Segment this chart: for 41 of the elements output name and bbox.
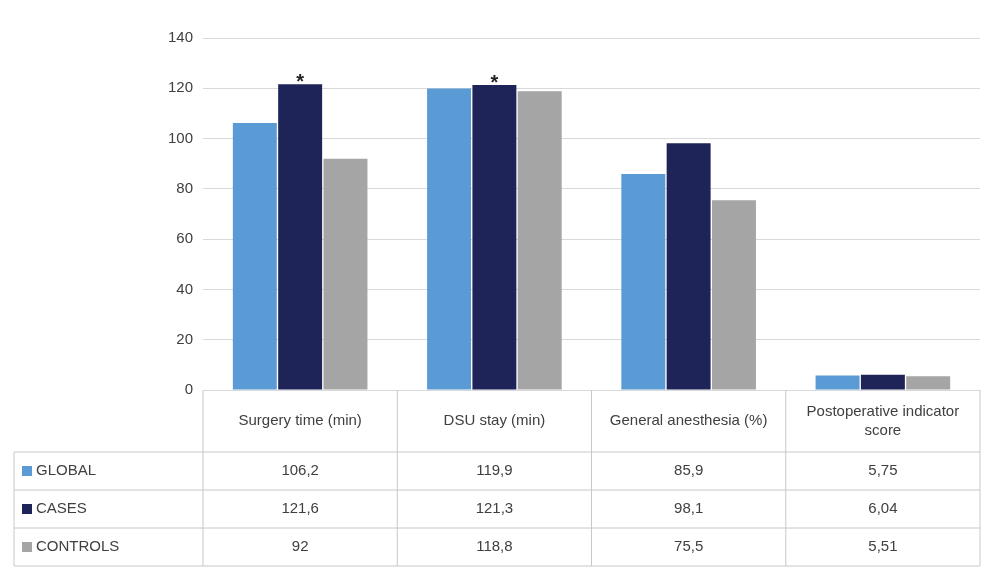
data-label: 119,9 [476,461,513,479]
y-tick-label: 0 [184,380,194,398]
data-label: 92 [291,537,309,555]
bar [621,174,666,390]
bar [815,375,860,390]
y-tick-label: 140 [168,28,194,46]
bar [711,200,756,390]
y-tick-label: 20 [176,329,194,347]
legend-label: GLOBAL [36,461,97,479]
x-tick-label: Postoperative indicator score [806,401,960,438]
data-label: 6,04 [868,499,898,517]
bar [860,374,905,390]
data-label: 106,2 [281,461,319,479]
x-tick-label: Surgery time (min) [238,411,362,429]
x-tick-label: General anesthesia (%) [609,411,768,429]
bar [517,91,562,390]
data-label: 121,6 [281,499,319,517]
bar [278,84,323,390]
x-tick-label: DSU stay (min) [443,411,546,429]
bar [906,376,951,390]
data-label: 118,8 [476,537,513,555]
legend-label: CASES [36,499,87,517]
annotation: * [296,70,305,93]
bar [666,143,711,390]
bar [232,122,277,390]
data-label: 5,75 [868,461,898,479]
y-tick-label: 40 [176,279,194,297]
y-tick-label: 80 [176,179,194,196]
legend-label: CONTROLS [36,537,120,555]
bar [472,85,517,390]
data-label: 85,9 [674,461,704,479]
data-label: 5,51 [868,537,898,555]
bar [427,88,472,390]
data-label: 121,3 [475,499,514,517]
y-tick-label: 120 [168,78,194,96]
y-tick-label: 100 [168,128,194,146]
annotation: * [490,71,499,94]
y-tick-label: 60 [176,229,194,247]
bar [323,158,368,390]
data-label: 98,1 [674,499,704,517]
data-label: 75,5 [674,537,704,555]
